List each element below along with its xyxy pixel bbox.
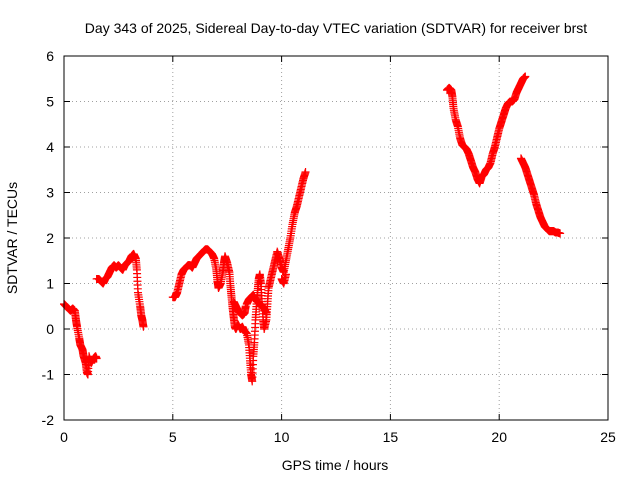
y-tick-label: 2 [46,230,54,246]
x-tick-label: 15 [383,429,399,445]
data-point [139,322,148,331]
data-point [92,354,101,363]
data-point [262,309,271,318]
data-point [556,229,565,238]
data-point [301,168,310,177]
chart-title: Day 343 of 2025, Sidereal Day-to-day VTE… [85,20,587,36]
y-tick-label: 6 [46,48,54,64]
y-tick-label: 0 [46,321,54,337]
axis-ticks: 0 5 10 15 20 25 -2 -1 0 1 2 3 4 5 6 [42,48,616,445]
x-tick-label: 20 [491,429,507,445]
x-tick-label: 25 [600,429,616,445]
y-tick-label: 1 [46,276,54,292]
x-tick-label: 10 [274,429,290,445]
x-tick-label: 5 [169,429,177,445]
y-tick-label: -2 [42,412,55,428]
x-axis-label: GPS time / hours [282,457,389,473]
y-tick-label: 5 [46,94,54,110]
data-point [521,72,530,81]
data-points [60,72,565,386]
y-tick-label: 3 [46,185,54,201]
data-point [241,302,250,311]
y-axis-label: SDTVAR / TECUs [4,182,20,294]
x-tick-label: 0 [60,429,68,445]
data-point [281,270,290,279]
y-tick-label: 4 [46,139,54,155]
y-tick-label: -1 [42,367,55,383]
